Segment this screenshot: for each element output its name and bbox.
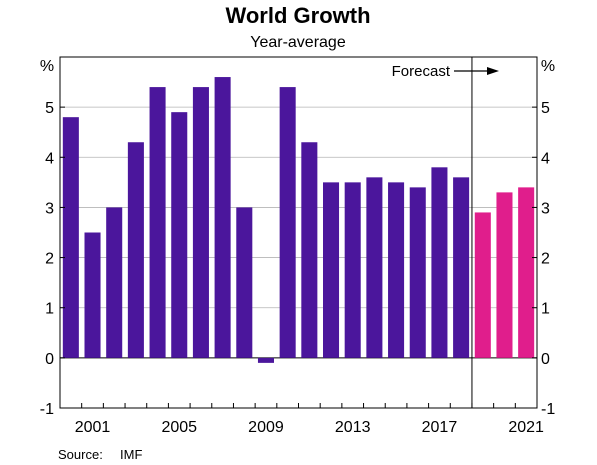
bar-forecast-2020 bbox=[496, 192, 513, 358]
source-value: IMF bbox=[120, 447, 142, 462]
bar-2002 bbox=[106, 207, 123, 358]
forecast-label: Forecast bbox=[392, 63, 451, 80]
bar-2007 bbox=[214, 77, 231, 358]
y-tick-label-left: 0 bbox=[45, 351, 54, 368]
y-tick-label-left: 5 bbox=[45, 100, 54, 117]
y-tick-label-left: 4 bbox=[45, 150, 54, 167]
bar-forecast-2019 bbox=[474, 212, 491, 358]
y-tick-label-left: 3 bbox=[45, 200, 54, 217]
y-tick-label-left: 2 bbox=[45, 251, 54, 268]
bar-2005 bbox=[171, 112, 188, 358]
forecast-arrowhead bbox=[487, 67, 499, 75]
y-tick-label-left: 1 bbox=[45, 301, 54, 318]
bar-2006 bbox=[192, 87, 209, 358]
bar-2014 bbox=[366, 177, 383, 358]
x-tick-labels: 2001 2005 2009 2013 2017 2021 bbox=[75, 419, 544, 436]
source-label: Source: bbox=[58, 447, 103, 462]
y-tick-label-right: 4 bbox=[541, 150, 550, 167]
bar-2018 bbox=[453, 177, 470, 358]
bar-forecast-2021 bbox=[518, 187, 535, 358]
bar-2017 bbox=[431, 167, 448, 358]
bar-2011 bbox=[301, 142, 318, 358]
y-tick-label-right: -1 bbox=[541, 401, 555, 418]
bar-2015 bbox=[388, 182, 405, 358]
bar-2001 bbox=[84, 232, 101, 358]
bar-2013 bbox=[344, 182, 361, 358]
axes-group bbox=[59, 56, 538, 409]
bar-2016 bbox=[409, 187, 426, 358]
y-tick-label-right: 0 bbox=[541, 351, 550, 368]
y-tick-label-right: 3 bbox=[541, 200, 550, 217]
chart-title: World Growth bbox=[225, 3, 370, 28]
x-tick-label-2005: 2005 bbox=[161, 419, 197, 436]
bar-2012 bbox=[323, 182, 340, 358]
left-unit-label: % bbox=[40, 58, 54, 75]
x-tick-label-2021: 2021 bbox=[508, 419, 544, 436]
x-tick-label-2009: 2009 bbox=[248, 419, 284, 436]
y-tick-labels: -1 -1 0 0 1 1 2 2 3 3 4 4 5 5 bbox=[40, 100, 556, 418]
chart-subtitle: Year-average bbox=[250, 34, 346, 51]
right-unit-label: % bbox=[541, 58, 555, 75]
bar-2003 bbox=[127, 142, 144, 358]
y-tick-label-right: 1 bbox=[541, 301, 550, 318]
bar-2009 bbox=[257, 357, 274, 363]
bars-group bbox=[62, 77, 535, 363]
bar-2010 bbox=[279, 87, 296, 358]
bar-2000 bbox=[62, 117, 79, 358]
y-tick-label-left: -1 bbox=[40, 401, 54, 418]
bar-2004 bbox=[149, 87, 166, 358]
bar-2008 bbox=[236, 207, 253, 358]
y-tick-label-right: 5 bbox=[541, 100, 550, 117]
forecast-annotation: Forecast bbox=[392, 63, 499, 80]
x-tick-label-2017: 2017 bbox=[422, 419, 458, 436]
x-tick-label-2001: 2001 bbox=[75, 419, 111, 436]
x-tick-label-2013: 2013 bbox=[335, 419, 371, 436]
y-tick-label-right: 2 bbox=[541, 251, 550, 268]
